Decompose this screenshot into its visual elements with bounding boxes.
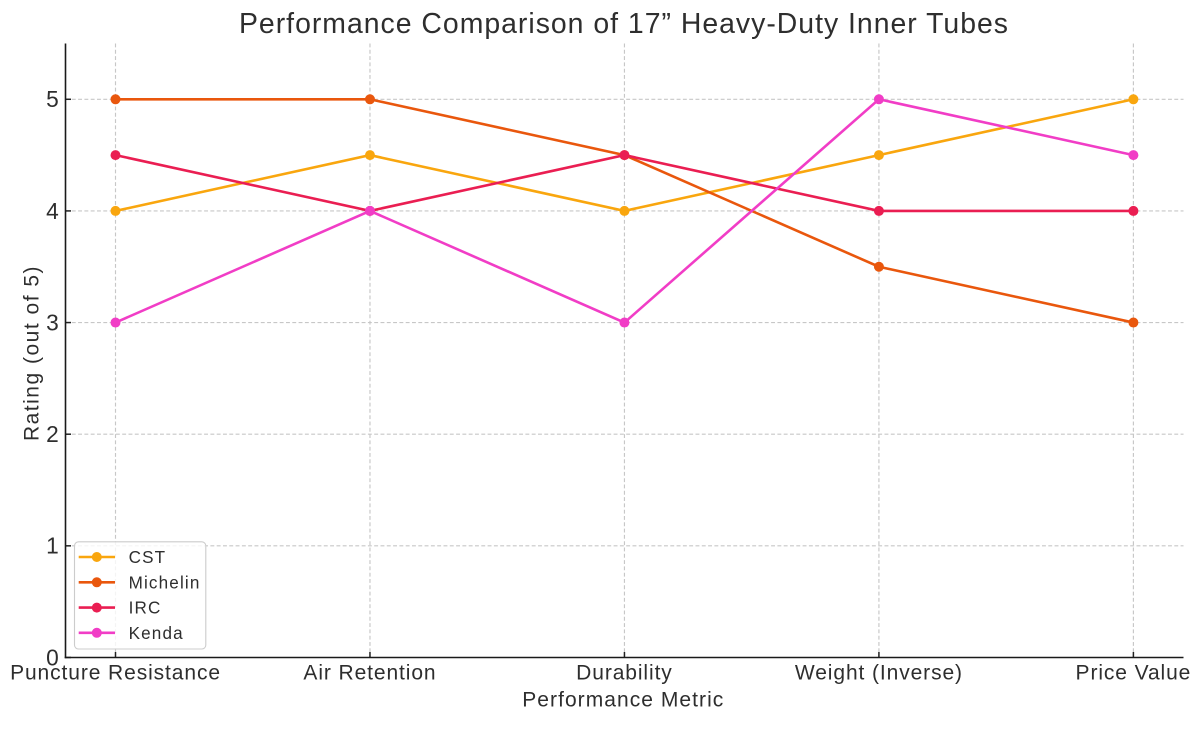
svg-text:Weight (Inverse): Weight (Inverse) (795, 662, 963, 685)
svg-text:4: 4 (46, 198, 59, 224)
svg-text:1: 1 (46, 533, 59, 559)
svg-text:CST: CST (129, 548, 167, 567)
svg-text:Air Retention: Air Retention (303, 662, 436, 685)
svg-text:Rating (out of 5): Rating (out of 5) (20, 265, 43, 441)
svg-text:2: 2 (46, 421, 59, 447)
svg-text:Price Value: Price Value (1076, 662, 1192, 685)
svg-text:5: 5 (46, 86, 59, 112)
svg-text:Durability: Durability (576, 662, 673, 685)
svg-text:Puncture Resistance: Puncture Resistance (10, 662, 221, 685)
svg-text:Michelin: Michelin (129, 573, 201, 592)
svg-text:Performance Comparison of 17”: Performance Comparison of 17” Heavy-Duty… (239, 8, 1009, 40)
svg-text:3: 3 (46, 309, 59, 335)
svg-text:0: 0 (46, 644, 59, 670)
svg-text:Performance Metric: Performance Metric (522, 689, 724, 712)
svg-text:IRC: IRC (129, 599, 162, 618)
svg-text:Kenda: Kenda (129, 624, 184, 643)
